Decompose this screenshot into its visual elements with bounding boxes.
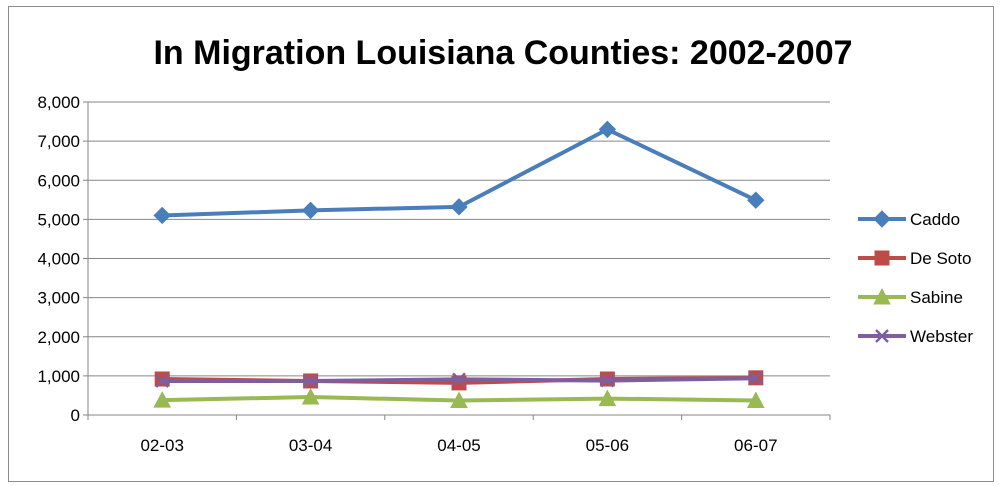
x-tick-label: 02-03 [140,436,183,455]
x-axis-tick-labels: 02-03 03-04 04-05 05-06 06-07 [140,436,777,455]
series-webster [155,371,763,388]
x-marker-stroke [303,374,318,388]
legend-label-caddo: Caddo [910,210,960,229]
x-marker-stroke [600,373,615,388]
y-axis-tick-labels: 0 1,000 2,000 3,000 4,000 5,000 6,000 7,000 8,00… [37,93,80,425]
legend-marker-webster [875,329,889,343]
x-marker-stroke [155,374,170,388]
y-tick-label: 1,000 [37,367,80,386]
data-point-sabine [746,391,765,409]
data-point-webster [452,372,466,387]
legend-item-sabine: Sabine [858,287,963,307]
x-marker-stroke [875,329,889,343]
legend-label-de-soto: De Soto [910,249,971,268]
data-point-sabine [450,391,468,409]
series-sabine [153,387,765,409]
x-marker-stroke [748,371,763,386]
data-point-webster [303,374,318,388]
x-tick-label: 03-04 [289,436,332,455]
y-tick-label: 2,000 [37,328,80,347]
series-group [153,120,765,409]
legend-item-webster: Webster [858,327,973,346]
data-point-sabine [153,391,172,408]
x-marker-stroke [452,372,466,387]
y-tick-label: 0 [71,406,80,425]
data-point-caddo [747,191,765,209]
x-tick-label: 05-06 [586,436,629,455]
gridlines [88,101,830,377]
y-tick-label: 3,000 [37,289,80,308]
x-tick-label: 04-05 [437,436,480,455]
legend: Caddo De Soto Sabine Webster [858,210,973,346]
y-tick-label: 6,000 [37,171,80,190]
x-tick-label: 06-07 [734,436,777,455]
data-point-sabine [301,387,320,405]
y-tick-label: 5,000 [37,210,80,229]
data-point-webster [600,373,615,388]
data-point-sabine [598,389,617,407]
axes [83,101,831,420]
data-point-webster [155,374,170,388]
legend-label-sabine: Sabine [910,288,963,307]
legend-marker-caddo [873,210,891,228]
chart-frame [8,6,994,482]
data-point-caddo [301,201,320,220]
y-tick-label: 8,000 [37,93,80,112]
y-tick-label: 4,000 [37,250,80,269]
legend-item-de-soto: De Soto [858,249,971,268]
data-point-caddo [598,120,617,139]
y-tick-label: 7,000 [37,132,80,151]
data-point-webster [748,371,763,386]
legend-marker-sabine [873,287,891,305]
legend-label-webster: Webster [910,327,973,346]
data-point-caddo [153,206,171,225]
legend-marker-de-soto [874,250,890,266]
chart-title: In Migration Louisiana Counties: 2002-20… [153,34,852,72]
legend-item-caddo: Caddo [858,210,960,229]
series-caddo [153,120,765,225]
data-point-caddo [450,198,468,216]
